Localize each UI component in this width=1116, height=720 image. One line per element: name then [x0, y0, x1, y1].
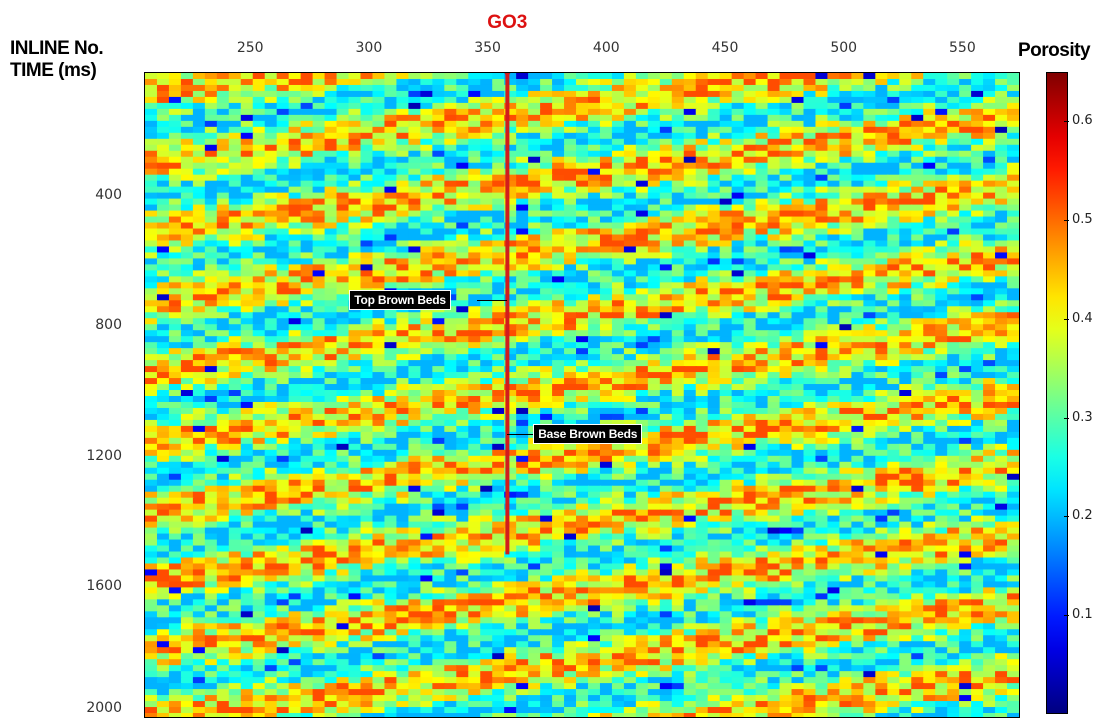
x-tick-label: 350: [474, 40, 501, 56]
y-tick-label: 800: [95, 317, 122, 334]
x-tick-label: 300: [355, 40, 383, 56]
colorbar-tick-mark: [1064, 516, 1069, 518]
y-tick-label: 1600: [86, 578, 122, 595]
y-tick-label: 1200: [86, 447, 122, 464]
y-tick-label: 2000: [86, 700, 122, 716]
colorbar-tick-mark: [1064, 417, 1069, 419]
colorbar-tick-mark: [1064, 318, 1069, 320]
horizon-leader-line: [507, 434, 536, 436]
colorbar-tick-label: 0.3: [1072, 409, 1093, 425]
colorbar-tick-mark: [1064, 121, 1069, 123]
colorbar-tick-label: 0.4: [1072, 310, 1093, 326]
horizon-label: Base Brown Beds: [533, 424, 643, 445]
y-tick-label: 400: [95, 186, 122, 203]
well-arrow-icon: [504, 73, 511, 78]
colorbar-tick-label: 0.5: [1072, 212, 1093, 228]
x-tick-label: 250: [236, 40, 264, 56]
colorbar-tick-label: 0.1: [1072, 607, 1093, 623]
porosity-colorbar: [1046, 72, 1068, 714]
colorbar-title: Porosity: [1018, 40, 1091, 61]
porosity-heatmap: [145, 73, 1019, 717]
colorbar-tick-mark: [1064, 220, 1069, 222]
colorbar-tick-label: 0.6: [1072, 113, 1093, 129]
x-tick-label: 400: [592, 40, 620, 56]
porosity-section-plot: [144, 72, 1020, 718]
horizon-leader-line: [477, 300, 508, 302]
well-label: GO3: [487, 12, 528, 33]
x-tick-label: 450: [711, 40, 739, 56]
colorbar-tick-label: 0.2: [1072, 508, 1093, 524]
y-axis-label: TIME (ms): [10, 60, 97, 81]
heatmap-cells: [145, 73, 1019, 717]
x-axis-label: INLINE No.: [10, 38, 104, 59]
horizon-label: Top Brown Beds: [349, 290, 451, 311]
x-tick-label: 500: [830, 40, 858, 56]
x-tick-label: 550: [949, 40, 976, 56]
colorbar-tick-mark: [1064, 615, 1069, 617]
